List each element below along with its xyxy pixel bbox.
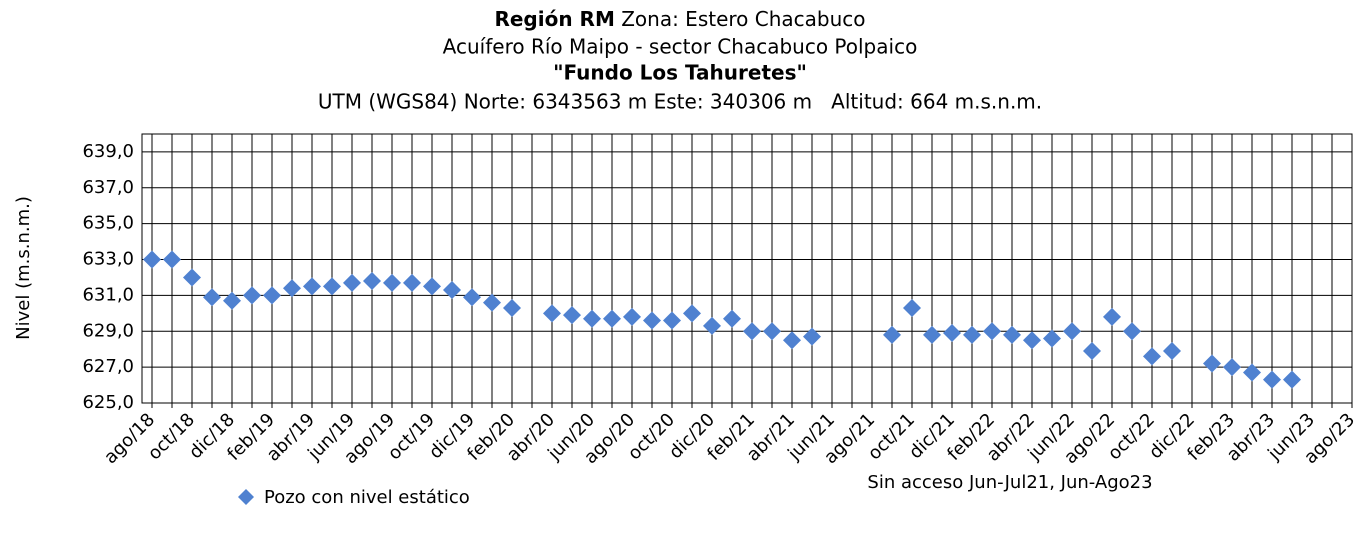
point	[1063, 322, 1081, 341]
point	[203, 288, 221, 307]
y-tick-label: 627,0	[82, 356, 134, 377]
point	[763, 322, 781, 341]
y-tick-label: 637,0	[82, 177, 134, 198]
point	[263, 286, 281, 305]
point	[1203, 354, 1221, 373]
point	[543, 304, 561, 323]
point	[503, 298, 521, 317]
point	[923, 325, 941, 344]
point	[403, 273, 421, 292]
point	[963, 325, 981, 344]
legend-label: Pozo con nivel estático	[264, 487, 470, 508]
point	[1103, 307, 1121, 326]
point	[283, 279, 301, 298]
point	[1263, 370, 1281, 389]
y-axis-label: Nivel (m.s.n.m.)	[13, 196, 34, 340]
point	[383, 273, 401, 292]
point	[343, 273, 361, 292]
point	[783, 331, 801, 350]
point	[1123, 322, 1141, 341]
y-tick-label: 629,0	[82, 320, 134, 341]
legend-marker	[238, 489, 254, 505]
point	[943, 324, 961, 343]
point	[323, 277, 341, 296]
point	[703, 316, 721, 335]
point	[903, 298, 921, 317]
x-tick-label: ago/18	[100, 409, 159, 468]
point	[983, 322, 1001, 341]
point	[1143, 347, 1161, 366]
point	[243, 286, 261, 305]
subtitle: UTM (WGS84) Norte: 6343563 m Este: 34030…	[318, 90, 1042, 114]
subtitle: "Fundo Los Tahuretes"	[553, 61, 807, 85]
point	[363, 272, 381, 291]
point	[183, 268, 201, 287]
point	[1023, 331, 1041, 350]
y-tick-label: 625,0	[82, 392, 134, 413]
point	[743, 322, 761, 341]
point	[603, 309, 621, 328]
point	[1083, 341, 1101, 360]
point	[563, 306, 581, 325]
point	[423, 277, 441, 296]
chart-title: Región RM Zona: Estero Chacabuco	[494, 7, 865, 31]
point	[583, 309, 601, 328]
title-rest: Zona: Estero Chacabuco	[615, 7, 866, 31]
annotation: Sin acceso Jun-Jul21, Jun-Ago23	[867, 472, 1152, 493]
point	[223, 291, 241, 310]
point	[1243, 363, 1261, 382]
point	[663, 311, 681, 330]
point	[483, 293, 501, 312]
subtitle: Acuífero Río Maipo - sector Chacabuco Po…	[443, 35, 918, 59]
point	[143, 250, 161, 269]
point	[303, 277, 321, 296]
point	[1003, 325, 1021, 344]
point	[1223, 358, 1241, 377]
plot-border	[141, 133, 1353, 404]
point	[643, 311, 661, 330]
point	[683, 304, 701, 323]
title-bold: Región RM	[494, 7, 614, 31]
point	[163, 250, 181, 269]
point	[1043, 329, 1061, 348]
point	[883, 325, 901, 344]
y-tick-label: 631,0	[82, 284, 134, 305]
y-tick-label: 633,0	[82, 249, 134, 270]
y-tick-label: 639,0	[82, 141, 134, 162]
point	[443, 281, 461, 300]
point	[463, 288, 481, 307]
point	[1163, 341, 1181, 360]
point	[723, 309, 741, 328]
point	[1283, 370, 1301, 389]
point	[803, 327, 821, 346]
point	[623, 307, 641, 326]
y-tick-label: 635,0	[82, 213, 134, 234]
